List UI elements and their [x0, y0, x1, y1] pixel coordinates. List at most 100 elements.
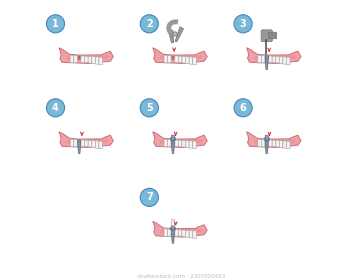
Text: 6: 6: [240, 103, 246, 113]
FancyBboxPatch shape: [276, 57, 279, 63]
Polygon shape: [160, 55, 203, 60]
FancyBboxPatch shape: [175, 230, 178, 236]
Polygon shape: [265, 135, 269, 140]
FancyBboxPatch shape: [185, 141, 189, 148]
FancyBboxPatch shape: [74, 139, 77, 147]
FancyBboxPatch shape: [168, 229, 171, 236]
Polygon shape: [59, 132, 113, 148]
Polygon shape: [66, 55, 110, 60]
FancyBboxPatch shape: [261, 30, 272, 42]
FancyBboxPatch shape: [258, 55, 261, 63]
FancyBboxPatch shape: [182, 141, 185, 147]
FancyBboxPatch shape: [178, 140, 182, 146]
Polygon shape: [265, 140, 268, 154]
FancyBboxPatch shape: [92, 141, 95, 148]
Polygon shape: [266, 56, 268, 59]
FancyBboxPatch shape: [185, 57, 189, 64]
Polygon shape: [254, 55, 297, 60]
FancyBboxPatch shape: [182, 230, 185, 237]
Polygon shape: [171, 140, 175, 154]
FancyBboxPatch shape: [85, 56, 88, 62]
FancyBboxPatch shape: [85, 140, 88, 146]
Circle shape: [46, 99, 65, 117]
FancyBboxPatch shape: [193, 57, 196, 65]
Polygon shape: [246, 132, 301, 148]
FancyBboxPatch shape: [164, 55, 168, 63]
FancyBboxPatch shape: [286, 57, 290, 65]
FancyBboxPatch shape: [185, 230, 189, 237]
Polygon shape: [66, 139, 110, 144]
FancyBboxPatch shape: [182, 57, 185, 63]
FancyBboxPatch shape: [168, 139, 171, 147]
FancyBboxPatch shape: [88, 57, 92, 63]
Text: 4: 4: [52, 103, 59, 113]
FancyBboxPatch shape: [170, 138, 176, 140]
FancyBboxPatch shape: [70, 55, 74, 63]
Polygon shape: [160, 229, 203, 234]
Text: 7: 7: [146, 192, 153, 202]
FancyBboxPatch shape: [269, 140, 272, 146]
Polygon shape: [265, 56, 268, 70]
Polygon shape: [172, 140, 174, 143]
Text: shutterstock.com · 2307050423: shutterstock.com · 2307050423: [137, 274, 226, 279]
FancyBboxPatch shape: [178, 56, 182, 62]
Polygon shape: [160, 139, 203, 144]
FancyBboxPatch shape: [261, 139, 265, 147]
FancyBboxPatch shape: [193, 231, 196, 238]
Text: 5: 5: [146, 103, 153, 113]
Circle shape: [173, 32, 177, 36]
Polygon shape: [171, 230, 175, 243]
FancyBboxPatch shape: [189, 57, 193, 64]
FancyBboxPatch shape: [164, 229, 168, 236]
FancyBboxPatch shape: [286, 141, 290, 149]
Text: 3: 3: [240, 19, 246, 29]
FancyBboxPatch shape: [178, 230, 182, 236]
Polygon shape: [168, 29, 174, 43]
FancyBboxPatch shape: [92, 57, 95, 64]
Circle shape: [234, 99, 252, 117]
Polygon shape: [254, 139, 297, 144]
Polygon shape: [78, 56, 80, 59]
Circle shape: [46, 15, 65, 33]
FancyBboxPatch shape: [70, 139, 74, 147]
FancyBboxPatch shape: [175, 140, 178, 146]
FancyBboxPatch shape: [88, 141, 92, 147]
Polygon shape: [266, 140, 268, 143]
Circle shape: [140, 188, 158, 206]
FancyBboxPatch shape: [171, 219, 175, 226]
Circle shape: [140, 99, 158, 117]
FancyBboxPatch shape: [269, 56, 272, 62]
Polygon shape: [171, 135, 175, 140]
Circle shape: [140, 15, 158, 33]
Text: 2: 2: [146, 19, 153, 29]
Polygon shape: [77, 140, 81, 154]
FancyBboxPatch shape: [99, 57, 102, 65]
Polygon shape: [172, 56, 174, 59]
FancyBboxPatch shape: [74, 55, 77, 63]
FancyBboxPatch shape: [168, 55, 171, 63]
FancyBboxPatch shape: [95, 141, 99, 148]
Polygon shape: [171, 225, 175, 230]
FancyBboxPatch shape: [189, 230, 193, 238]
FancyBboxPatch shape: [283, 141, 286, 148]
Polygon shape: [153, 221, 207, 237]
FancyBboxPatch shape: [272, 56, 276, 62]
FancyBboxPatch shape: [268, 32, 277, 39]
Polygon shape: [78, 140, 80, 143]
FancyBboxPatch shape: [276, 141, 279, 147]
Polygon shape: [175, 27, 184, 42]
FancyBboxPatch shape: [189, 141, 193, 148]
FancyBboxPatch shape: [171, 229, 175, 236]
FancyBboxPatch shape: [164, 139, 168, 147]
Polygon shape: [153, 132, 207, 148]
FancyBboxPatch shape: [170, 227, 176, 230]
Polygon shape: [246, 48, 301, 64]
FancyBboxPatch shape: [193, 141, 196, 149]
FancyBboxPatch shape: [280, 141, 283, 148]
FancyBboxPatch shape: [261, 55, 265, 63]
FancyBboxPatch shape: [81, 140, 85, 146]
FancyBboxPatch shape: [272, 140, 276, 146]
FancyBboxPatch shape: [81, 56, 85, 62]
FancyBboxPatch shape: [258, 139, 261, 147]
Polygon shape: [153, 48, 207, 64]
